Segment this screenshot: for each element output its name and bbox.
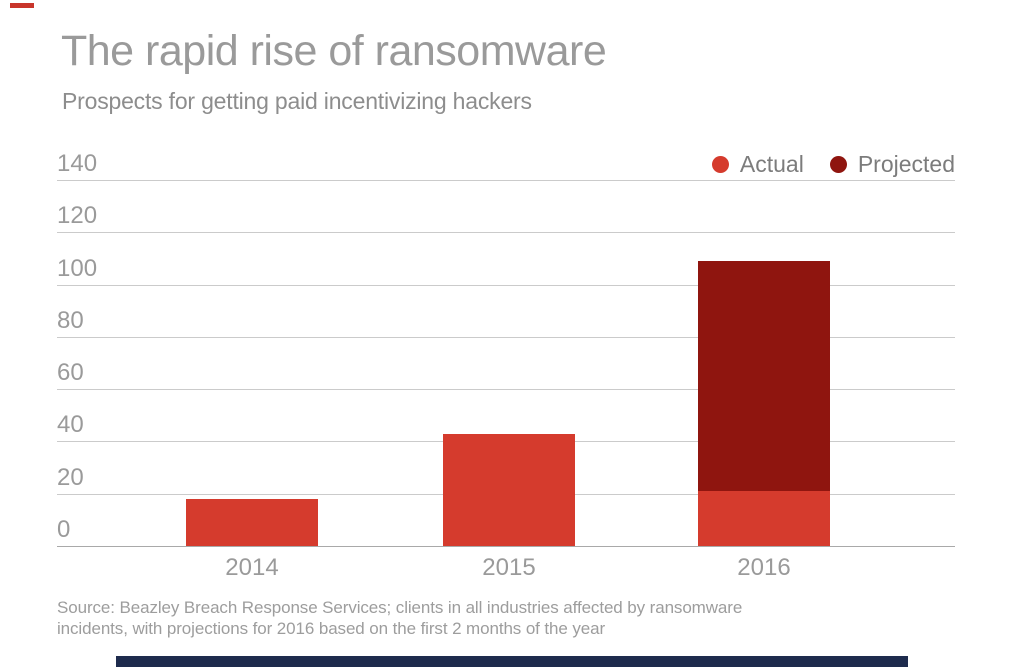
x-tick-2014: 2014 (225, 554, 279, 581)
source-line-2: incidents, with projections for 2016 bas… (57, 619, 606, 638)
y-tick-100: 100 (57, 254, 98, 282)
x-tick-2016: 2016 (737, 554, 791, 581)
chart-title: The rapid rise of ransomware (61, 27, 607, 75)
projected-swatch-icon (829, 156, 847, 173)
x-tick-2015: 2015 (482, 554, 536, 581)
gridline-60 (57, 389, 955, 391)
y-tick-20: 20 (57, 463, 84, 491)
brand-footer-bar (116, 656, 908, 667)
bar-actual-2015 (443, 433, 575, 546)
bar-actual-2014 (186, 498, 318, 546)
y-tick-120: 120 (57, 202, 98, 230)
chart-subtitle: Prospects for getting paid incentivizing… (62, 88, 532, 114)
y-tick-40: 40 (57, 411, 84, 439)
bar-projected-2016 (698, 261, 830, 492)
legend-item-actual: Actual (711, 151, 804, 178)
gridline-120 (57, 232, 955, 234)
y-tick-140: 140 (57, 150, 98, 177)
actual-swatch-icon (711, 156, 729, 173)
source-note: Source: Beazley Breach Response Services… (57, 597, 742, 639)
gridline-0 (57, 546, 955, 547)
y-tick-80: 80 (57, 306, 84, 334)
brand-accent-dash (10, 3, 34, 8)
y-tick-0: 0 (57, 516, 71, 543)
source-line-1: Source: Beazley Breach Response Services… (57, 598, 743, 617)
legend-item-projected: Projected (829, 151, 955, 178)
gridline-80 (57, 336, 955, 338)
y-tick-60: 60 (57, 359, 84, 387)
legend: Actual Projected (711, 151, 955, 178)
legend-label-projected: Projected (857, 151, 955, 177)
bar-chart: 140 120 100 80 60 40 20 0 2014 2015 2016 (57, 151, 955, 581)
gridline-100 (57, 284, 955, 286)
gridline-140 (57, 180, 955, 181)
bar-actual-2016 (698, 491, 830, 546)
legend-label-actual: Actual (739, 151, 804, 177)
